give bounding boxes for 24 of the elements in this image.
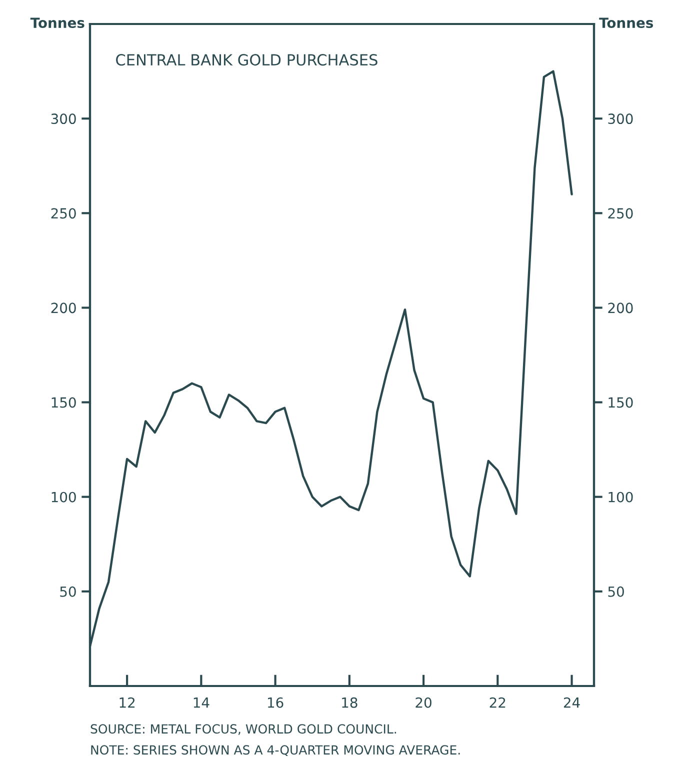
y2-tick-label: 150	[608, 397, 633, 408]
x-tick-label: 14	[194, 698, 210, 708]
y-tick-label: 50	[60, 586, 76, 597]
y-tick-label: 300	[51, 114, 76, 124]
y-tick-label: 250	[51, 208, 76, 219]
y2-axis-title: Tonnes	[599, 18, 654, 28]
y2-tick-label: 300	[608, 114, 633, 124]
y-tick-label: 200	[51, 302, 76, 314]
x-tick-label: 16	[268, 697, 284, 708]
x-tick-label: 20	[416, 697, 432, 708]
y2-tick-label: 250	[608, 208, 633, 219]
x-tick-label: 18	[342, 697, 358, 708]
x-tick-label: 12	[120, 697, 135, 708]
y2-tick-label: 100	[608, 492, 633, 502]
y-tick-label: 100	[52, 492, 76, 502]
x-tick-label: 24	[564, 697, 580, 708]
x-tick-label: 22	[490, 697, 506, 708]
source-note: SOURCE: METAL FOCUS, WORLD GOLD COUNCIL.	[90, 724, 396, 735]
y2-tick-label: 200	[608, 302, 633, 314]
y2-tick-label: 50	[608, 586, 624, 597]
y-axis-title: Tonnes	[30, 18, 84, 28]
text: CENTRAL BANK GOLD PURCHASES	[116, 54, 378, 66]
y-tick-label: 150	[52, 397, 76, 408]
text: NOTE: SERIES SHOWN AS A 4-QUARTER MOVING AVERAGE.	[91, 745, 460, 756]
